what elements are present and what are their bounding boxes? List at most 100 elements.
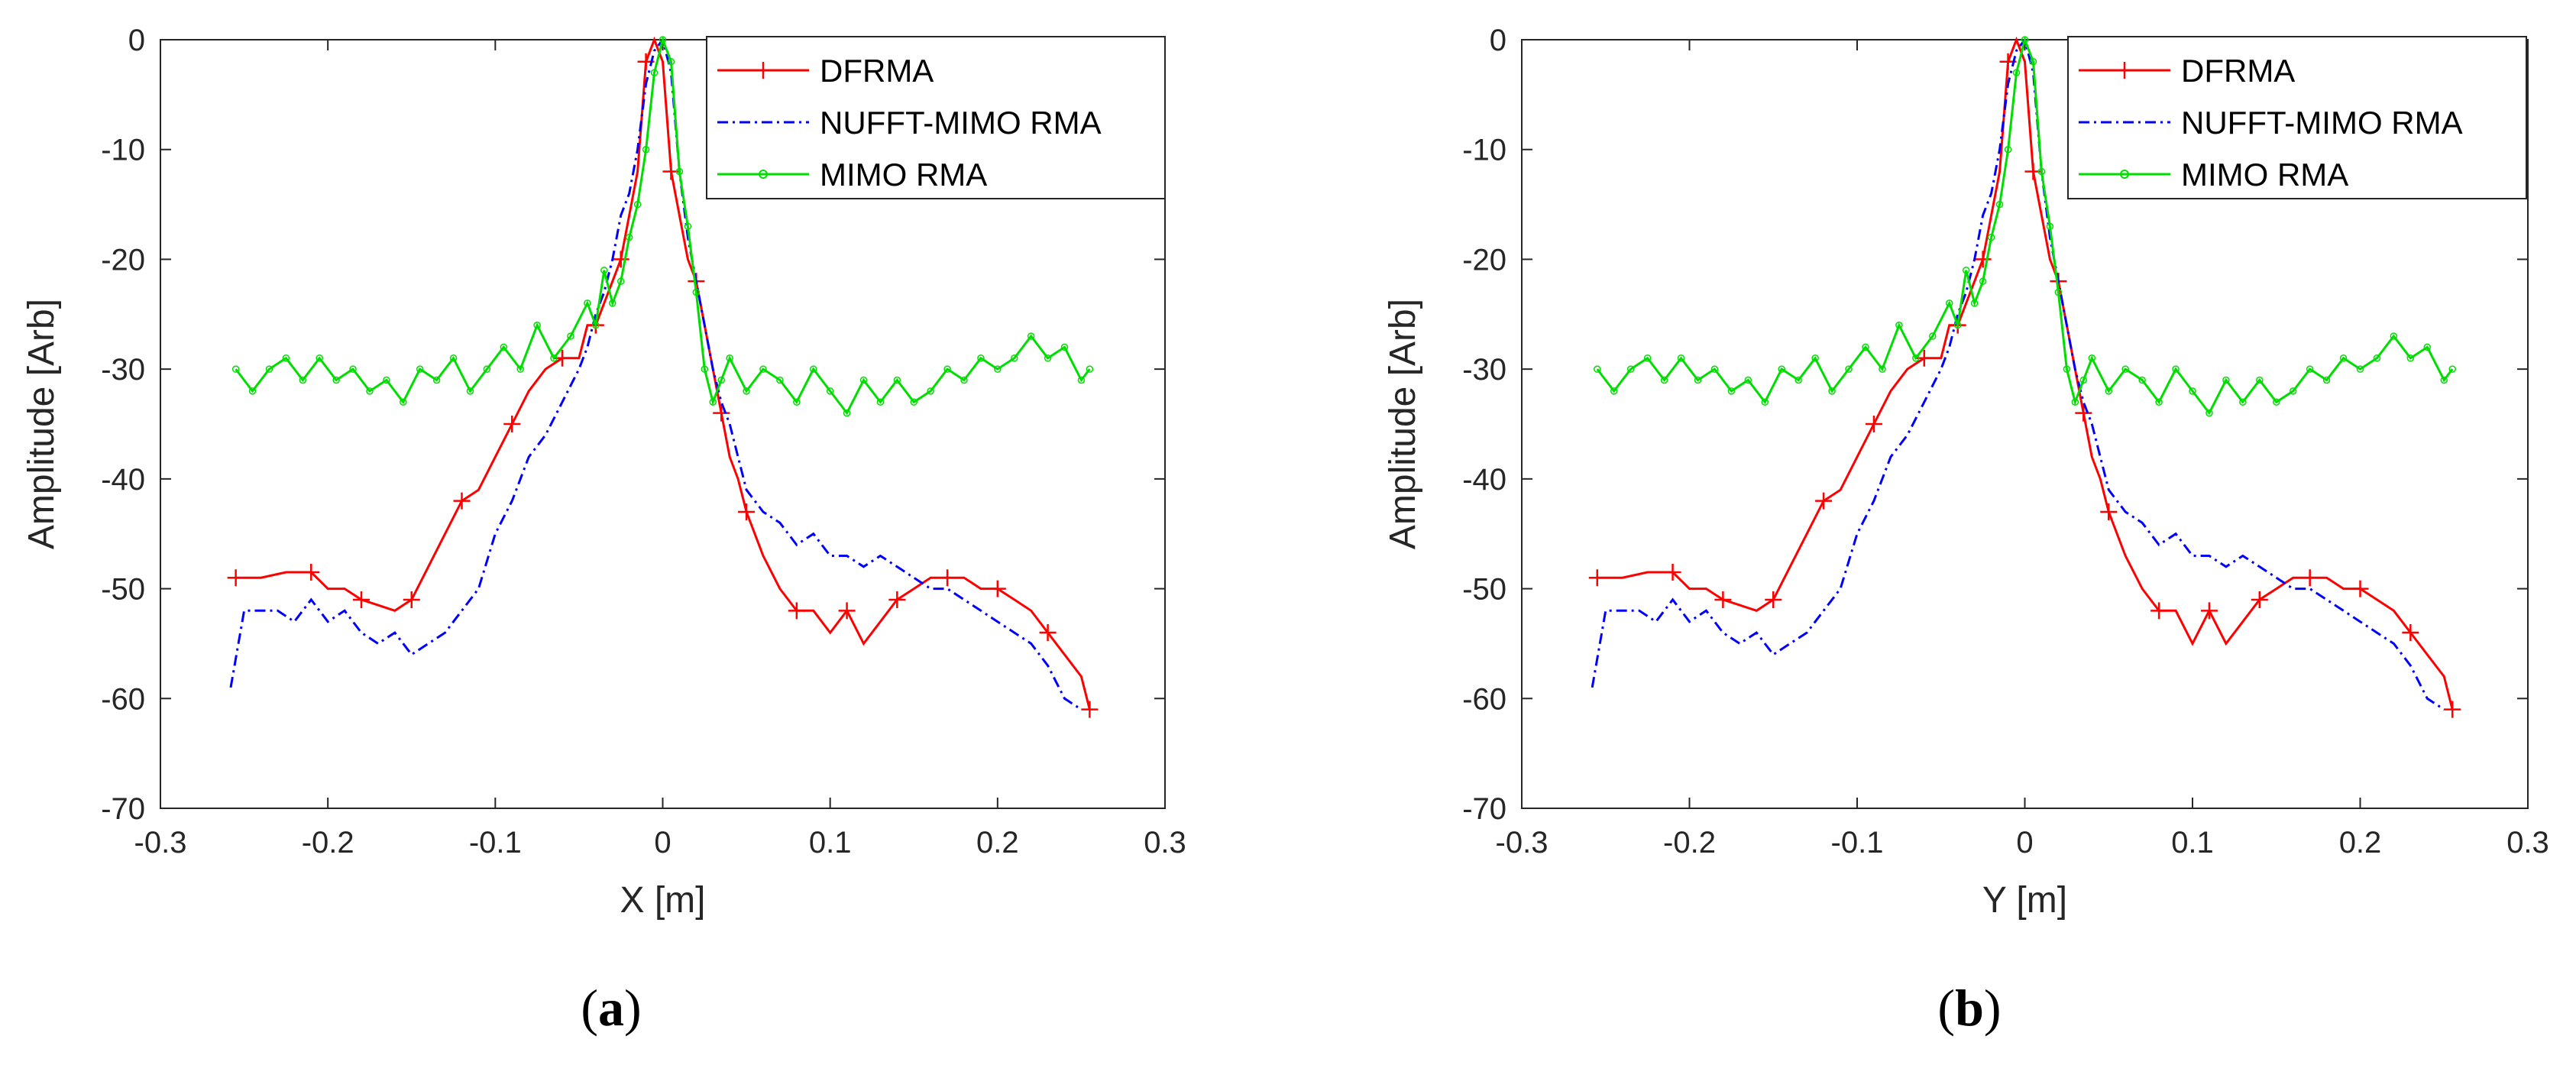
data-point [776,376,784,384]
y-tick-label: -60 [101,682,145,716]
data-point [2251,591,2268,608]
data-point [2037,167,2046,176]
data-point [2351,580,2369,597]
data-point [793,398,801,406]
data-point [2105,387,2112,395]
data-point [403,591,420,608]
data-point [659,36,667,44]
data-point [810,365,817,373]
y-tick-label: -70 [1462,792,1506,826]
x-tick-label: 0.3 [2506,826,2549,859]
data-point [1765,591,1782,608]
data-point [227,569,244,587]
data-point [353,591,370,608]
data-point [609,299,616,307]
data-point [2448,365,2456,373]
data-point [1811,354,1819,362]
y-tick-label: -40 [101,463,145,497]
series-line-mimo-rma [235,36,1091,416]
chart-panel-a: -0.3 -0.2 -0.1 0 0.1 0.2 0.3 0 -10 -20 -30 -40 -50 -6… [21,24,1186,1037]
data-point [2373,354,2381,362]
legend-marker [2116,62,2133,79]
data-point [1815,492,1833,510]
data-point [1643,354,1652,362]
x-axis-label: X [m] [620,880,705,921]
data-point [893,376,901,384]
data-point [1979,277,1987,285]
data-point [2063,365,2071,373]
x-tick-label: -0.3 [1496,826,1549,859]
data-point [1060,343,1069,351]
legend-marker [759,170,768,179]
data-point [533,321,541,329]
data-point [1677,354,1685,362]
legend-marker [755,62,772,79]
data-point [994,365,1002,373]
data-point [876,398,885,406]
data-point [2100,503,2118,520]
data-point [1794,376,1802,384]
data-point [1081,701,1099,718]
data-point [449,354,458,362]
data-point [2071,398,2079,406]
data-point [743,387,750,395]
data-point [910,398,917,406]
data-point [366,387,374,395]
data-point [2339,354,2348,362]
y-tick-label: -30 [1462,353,1506,387]
y-tick-label: -60 [1462,682,1506,716]
data-point [2046,222,2054,231]
series-line-nufft-mimo-rma [1591,37,2445,711]
legend-marker [2120,170,2129,179]
data-point [2444,701,2461,718]
data-point [684,222,692,231]
data-point [989,580,1006,597]
data-point [383,376,390,384]
data-point [1761,398,1769,406]
data-point [1879,365,1886,373]
y-tick-label: -10 [101,134,145,167]
data-point [701,365,709,373]
data-point [1727,387,1736,395]
panel-label: (a) [581,979,641,1037]
data-point [1974,251,1992,268]
y-axis-label: Amplitude [Arb] [1383,299,1423,549]
data-point [1588,569,1606,587]
y-tick-label: 0 [128,24,145,57]
data-point [616,277,625,285]
data-point [1744,376,1752,384]
data-point [550,354,558,362]
data-point [1594,365,1601,373]
data-point [2256,376,2264,384]
data-point [584,299,591,307]
data-point [1778,365,1785,373]
legend-entry: MIMO RMA [2181,157,2348,193]
x-axis-label: Y [m] [1982,880,2067,921]
data-point [567,332,574,340]
data-point [2004,145,2012,154]
y-tick-label: -20 [1462,243,1506,277]
data-point [2322,376,2331,384]
data-point [2138,376,2146,384]
x-tick-label: 0.1 [809,826,852,859]
data-point [2222,376,2230,384]
data-point [667,57,675,66]
data-point [316,354,323,362]
x-tick-label: 0.3 [1144,826,1186,859]
legend-entry: DFRMA [820,53,934,89]
data-point [1945,299,1953,307]
data-point [2205,409,2213,417]
data-point [838,602,856,620]
data-point [1845,365,1853,373]
data-point [2406,354,2415,362]
data-point [1086,365,1094,373]
x-tick-label: -0.1 [469,826,522,859]
data-point [2200,602,2218,620]
data-point [592,321,600,329]
x-tick-label: -0.3 [134,826,187,859]
legend: DFRMA NUFFT-MIMO RMA MIMO RMA [706,36,1166,199]
legend-entry: NUFFT-MIMO RMA [2181,105,2463,141]
data-point [859,376,868,384]
panel-label-letter: a [598,979,624,1037]
data-point [432,376,441,384]
